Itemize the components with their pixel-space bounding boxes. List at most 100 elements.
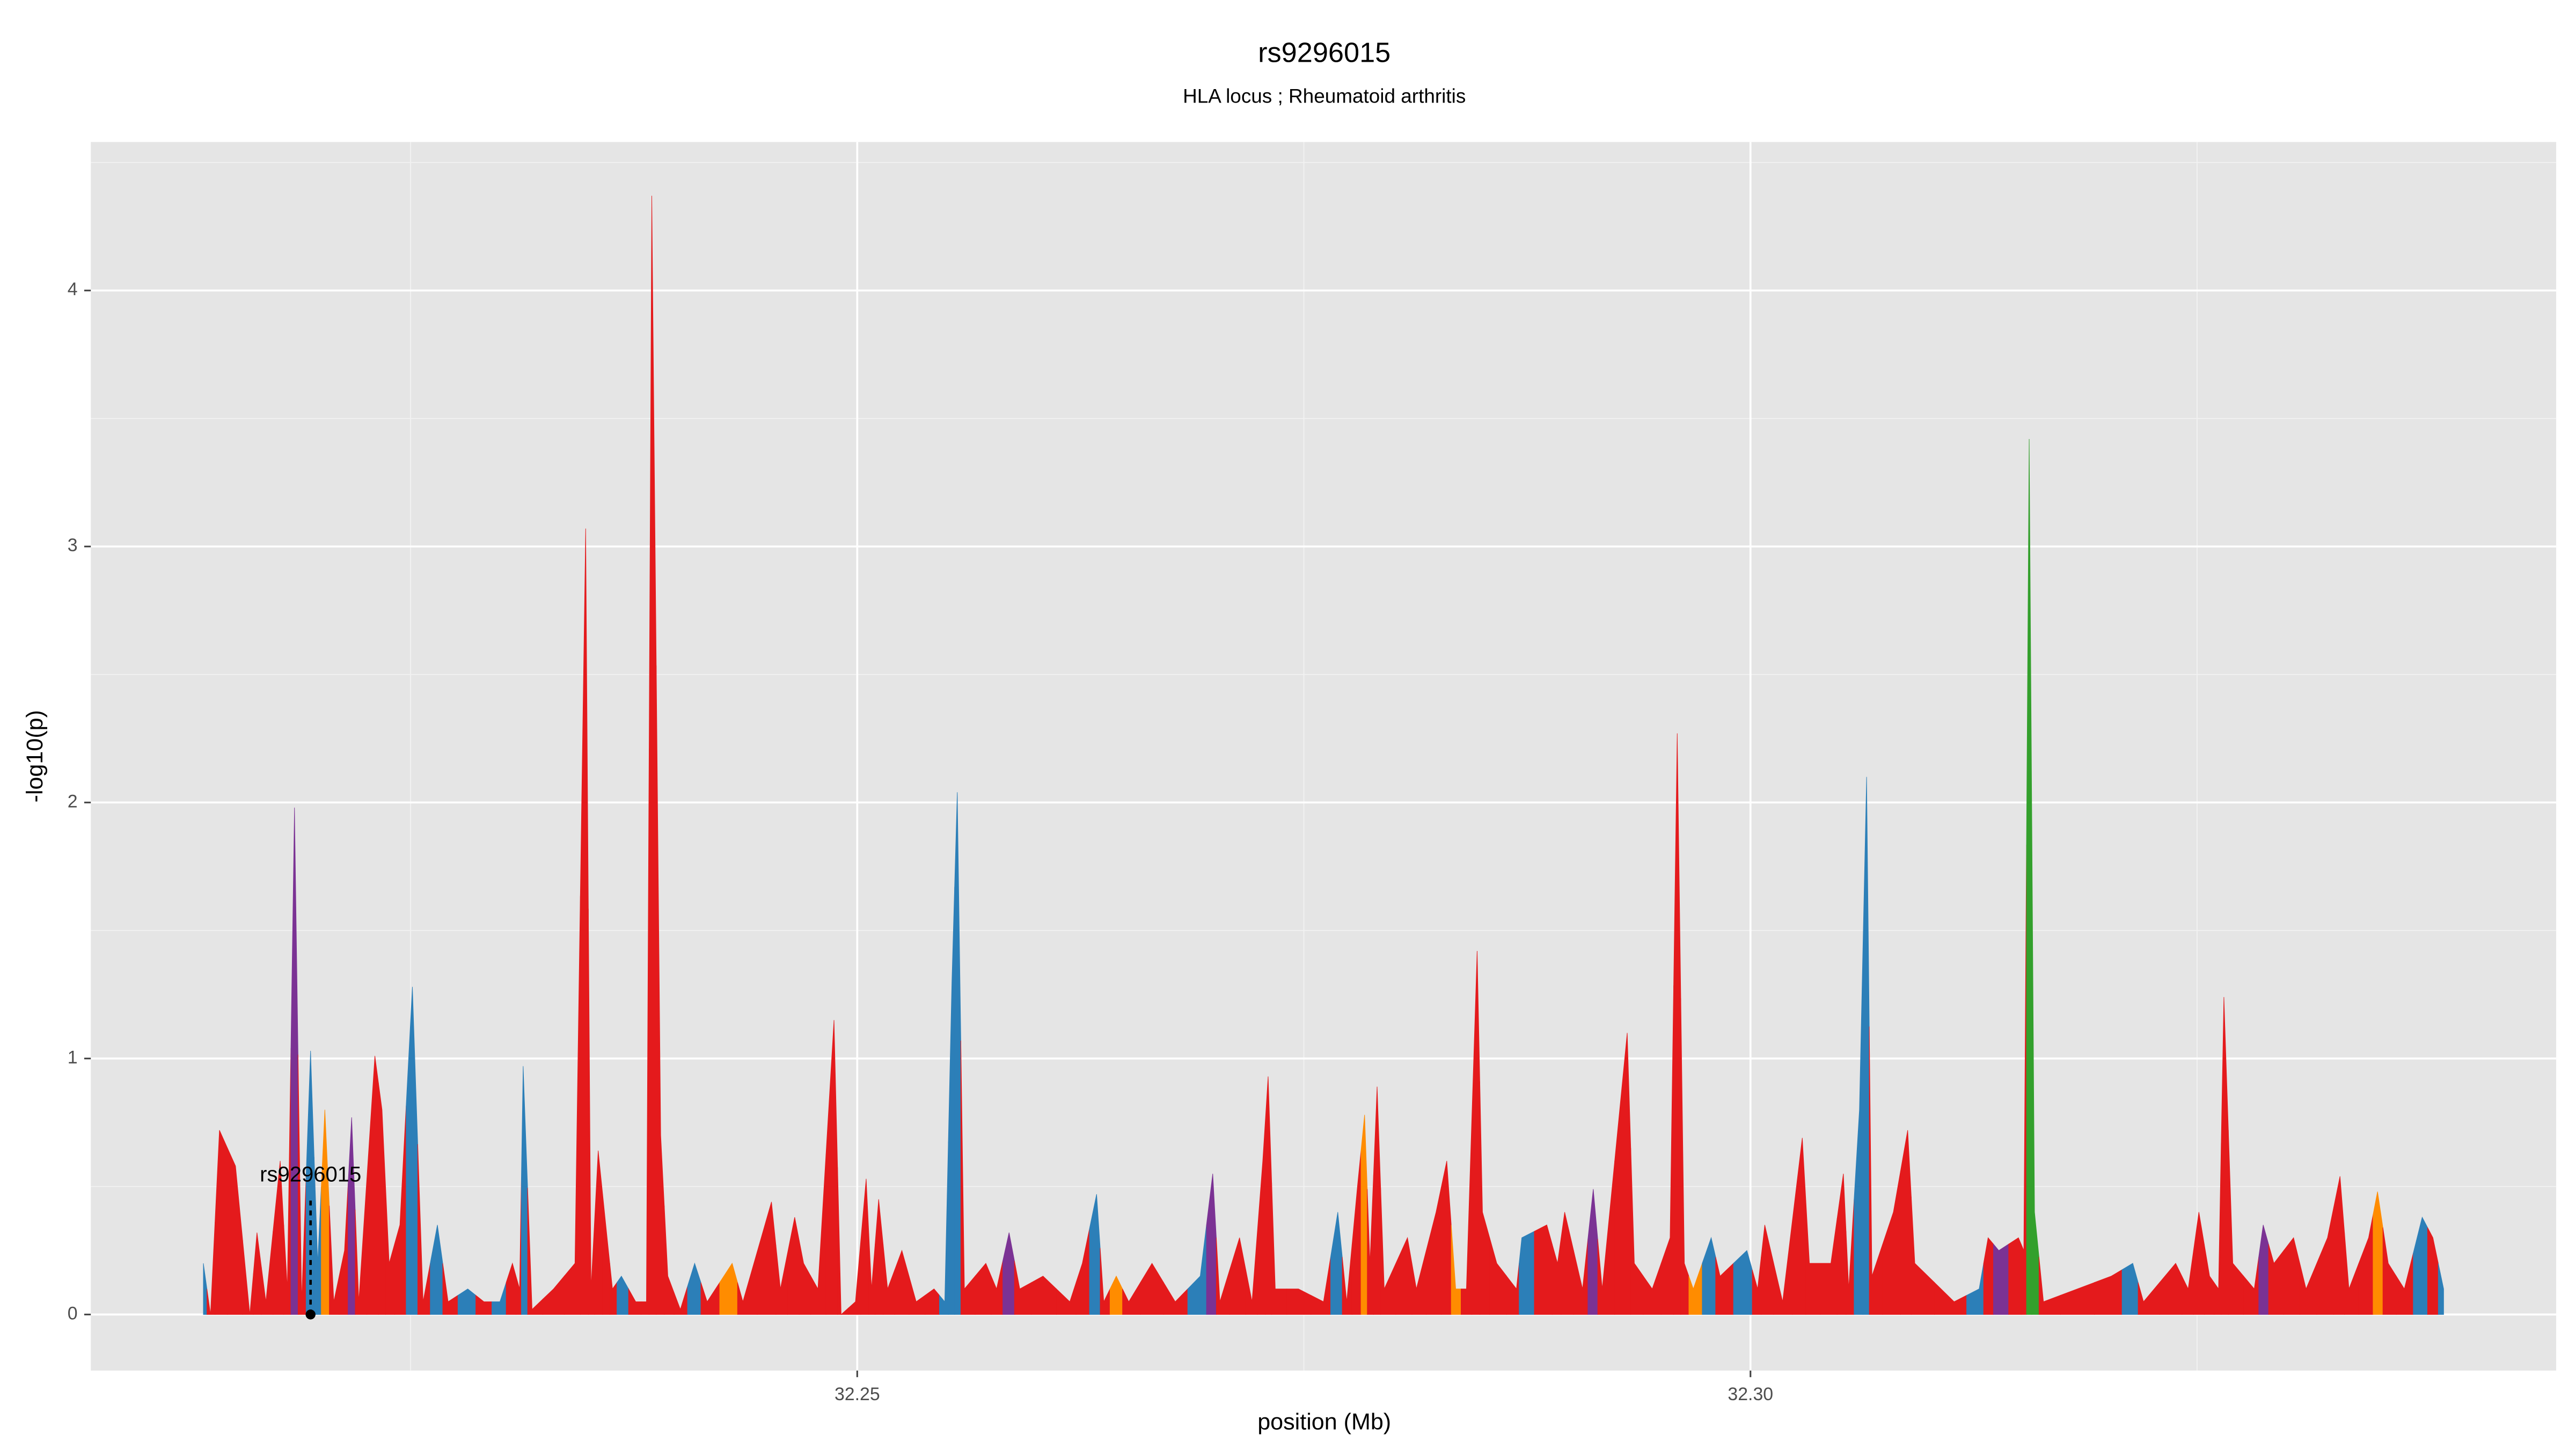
area-segment (297, 1055, 306, 1315)
area-segment (1002, 1232, 1015, 1315)
area-segment (2243, 1256, 2259, 1315)
panel (91, 142, 2557, 1371)
area-segment (2396, 1253, 2414, 1315)
area-segment (700, 1282, 720, 1315)
area-segment (1882, 1171, 1901, 1315)
area-segment (674, 1286, 688, 1315)
area-segment (1216, 1238, 1230, 1315)
area-segment (283, 1048, 291, 1315)
area-segment (1265, 1076, 1272, 1315)
area-segment (757, 1202, 777, 1315)
area-segment (1688, 1263, 1703, 1315)
area-segment (378, 1082, 386, 1315)
area-segment (909, 1276, 926, 1315)
area-segment (628, 1287, 641, 1315)
area-segment (2121, 1263, 2139, 1315)
area-segment (1351, 1151, 1362, 1315)
x-tick-label: 32.30 (1728, 1384, 1773, 1404)
area-segment (594, 1151, 603, 1315)
area-segment (367, 1056, 379, 1315)
area-segment (1854, 943, 1863, 1315)
area-segment (894, 1249, 910, 1315)
area-segment (1863, 777, 1870, 1315)
area-segment (2413, 1216, 2428, 1315)
area-segment (1122, 1282, 1141, 1315)
area-segment (1089, 1194, 1101, 1315)
area-segment (2008, 1237, 2022, 1315)
area-segment (417, 1144, 431, 1315)
y-tick-label: 3 (68, 535, 78, 555)
area-segment (2159, 1263, 2183, 1315)
area-segment (253, 1232, 262, 1315)
area-segment (687, 1262, 701, 1315)
area-segment (1934, 1282, 1967, 1315)
area-segment (1846, 1199, 1855, 1315)
area-segment (1451, 1225, 1461, 1315)
area-segment (1820, 1218, 1838, 1315)
area-segment (261, 1231, 274, 1315)
area-segment (2344, 1232, 2359, 1315)
area-segment (1900, 1130, 1912, 1315)
area-segment (991, 1261, 1004, 1315)
area-segment (641, 749, 649, 1315)
area-segment (1643, 1263, 1662, 1315)
area-segment (868, 1234, 876, 1315)
area-segment (2193, 1212, 2205, 1315)
y-axis-title: -log10(p) (22, 710, 48, 802)
area-segment (1380, 1188, 1396, 1315)
area-segment (860, 1179, 869, 1315)
area-segment (329, 1205, 340, 1315)
area-segment (2182, 1250, 2194, 1315)
area-segment (215, 1130, 228, 1315)
area-segment (1702, 1236, 1716, 1315)
area-segment (719, 1262, 738, 1315)
area-segment (1869, 1026, 1883, 1315)
area-segment (1330, 1212, 1343, 1315)
area-segment (355, 1179, 368, 1315)
area-segment (1715, 1256, 1734, 1315)
area-segment (588, 909, 595, 1315)
chart-title: rs9296015 (1258, 37, 1391, 68)
area-segment (339, 1184, 349, 1315)
annotation-label: rs9296015 (260, 1162, 361, 1186)
y-tick-label: 4 (68, 279, 78, 299)
area-segment (1311, 1256, 1331, 1315)
area-segment (649, 195, 657, 1315)
area-segment (954, 792, 961, 1315)
area-segment (2358, 1214, 2374, 1315)
area-segment (1519, 1231, 1535, 1315)
area-segment (1792, 1138, 1806, 1315)
area-segment (1836, 1173, 1847, 1315)
area-segment (1187, 1225, 1207, 1315)
area-segment (1983, 1237, 1994, 1315)
area-segment (2316, 1206, 2334, 1315)
area-segment (1075, 1228, 1090, 1315)
area-segment (2283, 1237, 2300, 1315)
area-segment (385, 1186, 395, 1315)
area-segment (2382, 1227, 2397, 1315)
area-segment (1597, 1161, 1615, 1315)
area-segment (1461, 1119, 1472, 1315)
area-segment (1614, 1033, 1631, 1315)
area-segment (883, 1244, 895, 1315)
area-segment (1489, 1238, 1507, 1315)
area-segment (2060, 1282, 2095, 1315)
area-segment (1140, 1263, 1164, 1315)
area-segment (321, 1109, 330, 1315)
area-segment (775, 1245, 788, 1315)
area-segment (664, 1205, 675, 1315)
area-segment (2373, 1191, 2383, 1315)
area-segment (1506, 1263, 1520, 1315)
area-segment (848, 1240, 861, 1315)
y-tick-label: 0 (68, 1303, 78, 1323)
area-segment (1773, 1219, 1793, 1315)
area-segment (656, 665, 665, 1315)
area-segment (394, 1106, 407, 1315)
y-tick-label: 1 (68, 1047, 78, 1067)
area (203, 195, 2444, 1315)
area-segment (227, 1148, 243, 1315)
area-segment (1660, 985, 1674, 1315)
area-segment (1733, 1250, 1753, 1315)
area-segment (1966, 1263, 1984, 1315)
area-segment (527, 1188, 543, 1315)
